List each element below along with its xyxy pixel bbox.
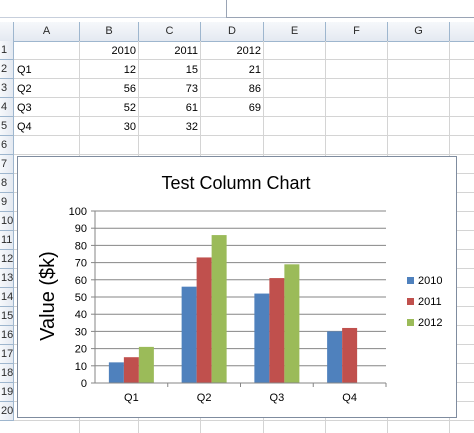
row-header[interactable]: 1 [0, 41, 14, 60]
cell-d3[interactable]: 86 [248, 83, 261, 95]
chart-canvas: Test Column Chart Value ($k) 0 10 20 30 40 50… [37, 173, 442, 404]
grid-line [14, 97, 474, 98]
column-header-row: A B C D E F G [0, 22, 474, 42]
bar-2012-Q3[interactable] [284, 264, 300, 383]
cell-a2[interactable]: Q1 [17, 64, 32, 76]
bar-2010-Q1[interactable] [108, 362, 124, 383]
legend-swatch [407, 319, 414, 326]
y-tick-label: 70 [75, 258, 87, 270]
row-header[interactable]: 12 [0, 250, 14, 269]
cell-a3[interactable]: Q2 [17, 83, 32, 95]
column-header-b[interactable]: B [80, 22, 139, 41]
y-tick-label: 90 [75, 223, 87, 235]
cell-a4[interactable]: Q3 [17, 102, 32, 114]
x-tick-label: Q1 [124, 392, 139, 404]
cell-b4[interactable]: 52 [123, 102, 136, 114]
cell-b2[interactable]: 12 [123, 64, 136, 76]
row-header[interactable]: 10 [0, 212, 14, 231]
legend-label: 2012 [418, 317, 442, 329]
y-tick-label: 30 [75, 326, 87, 338]
cell-c5[interactable]: 32 [185, 121, 198, 133]
y-axis-title: Value ($k) [37, 251, 59, 341]
grid-line [14, 116, 474, 117]
y-tick-label: 100 [69, 206, 87, 218]
cell-a5[interactable]: Q4 [17, 121, 32, 133]
bar-2011-Q4[interactable] [342, 327, 358, 383]
bar-2012-Q2[interactable] [211, 235, 227, 383]
row-header[interactable]: 11 [0, 231, 14, 250]
cell-b3[interactable]: 56 [123, 83, 136, 95]
legend-label: 2011 [418, 296, 442, 308]
cell-c4[interactable]: 61 [185, 102, 198, 114]
row-header[interactable]: 8 [0, 174, 14, 193]
y-tick-label: 80 [75, 240, 87, 252]
x-tick-label: Q4 [342, 392, 357, 404]
row-header[interactable]: 2 [0, 60, 14, 79]
cell-c1[interactable]: 2011 [174, 45, 198, 57]
column-header-a[interactable]: A [14, 22, 80, 41]
bar-2010-Q3[interactable] [254, 293, 270, 383]
bar-2010-Q2[interactable] [181, 286, 197, 383]
grid-line [14, 135, 474, 136]
cell-d4[interactable]: 69 [248, 102, 261, 114]
row-header[interactable]: 15 [0, 307, 14, 326]
grid-line [14, 154, 474, 155]
row-header[interactable]: 19 [0, 383, 14, 402]
legend-label: 2010 [418, 275, 442, 287]
x-tick-label: Q3 [270, 392, 285, 404]
column-header-d[interactable]: D [201, 22, 264, 41]
cell-c2[interactable]: 15 [185, 64, 198, 76]
row-header[interactable]: 18 [0, 364, 14, 383]
grid-line [14, 78, 474, 79]
y-tick-label: 0 [81, 378, 87, 390]
row-header[interactable]: 14 [0, 288, 14, 307]
bar-2010-Q4[interactable] [327, 331, 343, 383]
row-header[interactable]: 16 [0, 326, 14, 345]
grid-line [14, 59, 474, 60]
chart-title: Test Column Chart [161, 173, 310, 193]
row-header[interactable]: 3 [0, 79, 14, 98]
row-header[interactable]: 9 [0, 193, 14, 212]
column-chart[interactable]: Test Column Chart Value ($k) 0 10 20 30 40 50… [17, 156, 457, 418]
y-tick-label: 20 [75, 344, 87, 356]
top-strip [0, 0, 474, 22]
x-tick-label: Q2 [197, 392, 212, 404]
row-header[interactable]: 4 [0, 98, 14, 117]
cell-b5[interactable]: 30 [123, 121, 136, 133]
cell-c3[interactable]: 73 [185, 83, 198, 95]
row-header[interactable]: 5 [0, 117, 14, 136]
select-all-corner[interactable] [0, 22, 14, 41]
grid-line [14, 420, 474, 421]
column-header-g[interactable]: G [388, 22, 450, 41]
row-header[interactable]: 20 [0, 402, 14, 421]
column-header-f[interactable]: F [326, 22, 388, 41]
bar-2011-Q2[interactable] [196, 257, 212, 383]
cell-b1[interactable]: 2010 [111, 45, 136, 57]
row-header[interactable]: 6 [0, 136, 14, 155]
y-tick-label: 40 [75, 309, 87, 321]
formula-bar[interactable] [226, 0, 474, 18]
column-header-c[interactable]: C [139, 22, 201, 41]
legend-swatch [407, 277, 414, 284]
name-box[interactable] [0, 0, 226, 18]
cell-d1[interactable]: 2012 [236, 45, 261, 57]
cell-d2[interactable]: 21 [248, 64, 261, 76]
legend-swatch [407, 298, 414, 305]
row-header[interactable]: 13 [0, 269, 14, 288]
bar-2011-Q1[interactable] [123, 357, 139, 383]
y-tick-label: 10 [75, 361, 87, 373]
column-header-h[interactable] [450, 22, 474, 41]
bar-2011-Q3[interactable] [269, 278, 285, 383]
row-header[interactable]: 17 [0, 345, 14, 364]
bar-2012-Q1[interactable] [138, 346, 154, 383]
row-header[interactable]: 7 [0, 155, 14, 174]
y-tick-label: 50 [75, 292, 87, 304]
y-tick-label: 60 [75, 275, 87, 287]
column-header-e[interactable]: E [264, 22, 326, 41]
